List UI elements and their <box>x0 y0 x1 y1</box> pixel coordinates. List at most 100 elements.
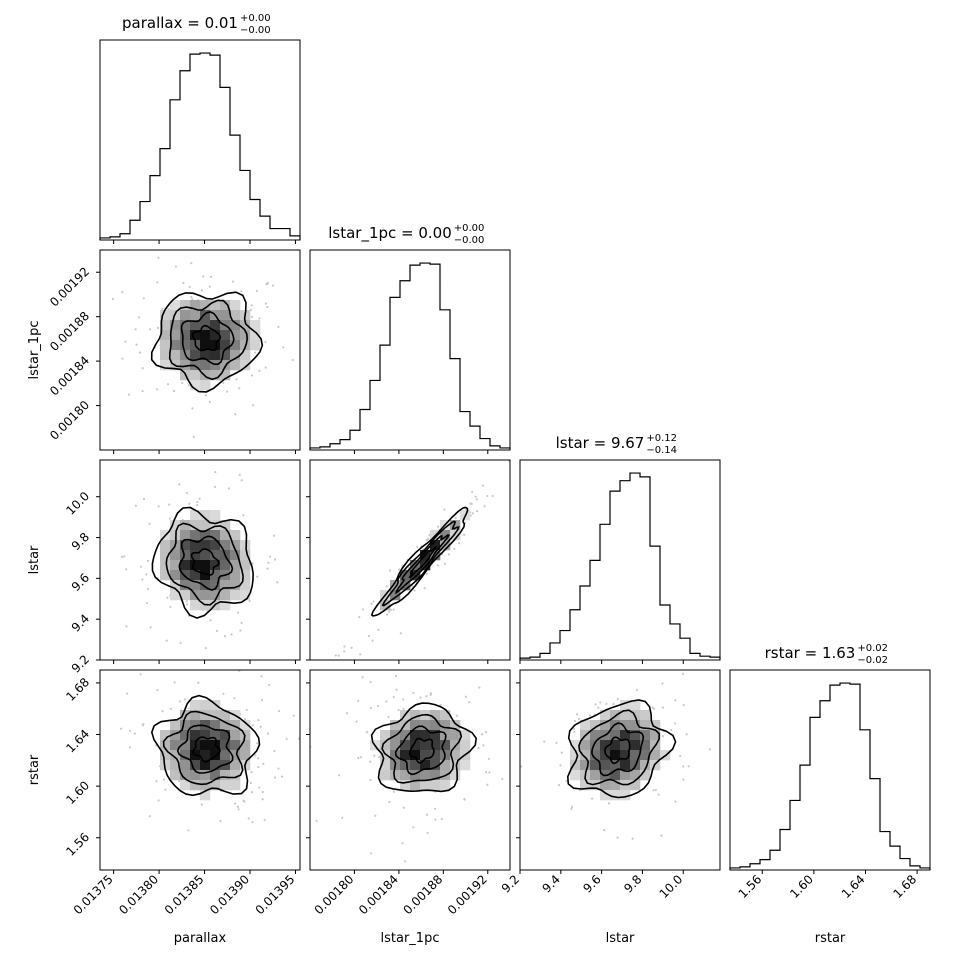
density-cell <box>200 340 211 351</box>
joint-frame <box>99 459 301 661</box>
density-cell <box>420 750 431 761</box>
scatter-point <box>178 700 181 703</box>
density-cell <box>390 580 401 591</box>
scatter-point <box>186 432 188 434</box>
density-cell <box>240 740 251 751</box>
density-cell <box>570 760 581 771</box>
scatter-point <box>139 673 142 676</box>
scatter-point <box>559 764 562 767</box>
density-cell <box>210 520 221 531</box>
density-cell <box>190 300 201 311</box>
density-cell <box>170 520 181 531</box>
scatter-point <box>370 602 373 605</box>
joint-lstar_1pc-rstar <box>309 669 511 871</box>
scatter-point <box>679 754 682 758</box>
density-cell <box>180 540 191 551</box>
scatter-point <box>334 654 337 657</box>
scatter-point <box>242 514 245 517</box>
density-cell <box>210 710 221 721</box>
contour-level <box>578 709 661 786</box>
density-cell <box>210 300 221 311</box>
density-cell <box>210 720 221 731</box>
scatter-point <box>277 709 281 713</box>
density-cell <box>620 770 631 781</box>
scatter-point <box>455 714 458 717</box>
xtick-label-lstar: 9.8 <box>621 872 644 895</box>
scatter-point <box>594 703 597 706</box>
scatter-point <box>209 275 213 278</box>
scatter-point <box>234 413 237 416</box>
density-cell <box>240 550 251 561</box>
density-cell <box>210 760 221 771</box>
density-cell <box>170 730 181 741</box>
density-cell <box>230 590 241 601</box>
scatter-point <box>385 585 388 588</box>
scatter-point <box>111 297 115 301</box>
scatter-point <box>419 696 422 699</box>
density-cell <box>440 740 451 751</box>
scatter-point <box>231 280 235 283</box>
scatter-point <box>478 686 481 689</box>
scatter-point <box>412 691 415 695</box>
scatter-point <box>234 802 237 805</box>
density-cell <box>420 560 431 571</box>
xtick-label-lstar: 9.4 <box>540 872 563 895</box>
scatter-point <box>682 703 685 707</box>
density-cell <box>190 760 201 771</box>
density-cell <box>400 740 411 751</box>
contour-level <box>370 506 469 617</box>
density-cell <box>160 320 171 331</box>
density-cell <box>200 330 211 341</box>
scatter-point <box>250 374 254 377</box>
title-lstar: lstar = 9.67 +0.12−0.14 <box>556 433 677 456</box>
scatter-point <box>485 770 488 774</box>
scatter-point <box>497 454 499 456</box>
scatter-point <box>157 256 160 259</box>
density-cell <box>590 740 601 751</box>
density-cell <box>610 740 621 751</box>
density-cell <box>630 720 641 731</box>
density-cell <box>170 740 181 751</box>
density-cell <box>220 540 231 551</box>
contour-level <box>178 535 234 591</box>
density-cell <box>450 750 461 761</box>
scatter-point <box>197 681 200 684</box>
scatter-point <box>250 771 253 774</box>
density-cell <box>160 730 171 741</box>
scatter-point <box>208 400 211 403</box>
density-cell <box>210 550 221 561</box>
scatter-point <box>439 703 442 706</box>
density-cell <box>220 740 231 751</box>
scatter-point <box>388 569 392 572</box>
density-cell <box>210 340 221 351</box>
scatter-point <box>423 587 426 590</box>
title-main-lstar_1pc: lstar_1pc = 0.00 <box>328 224 452 243</box>
density-cell <box>190 520 201 531</box>
scatter-point <box>428 533 431 536</box>
density-cell <box>210 350 221 361</box>
contour-level <box>604 736 631 765</box>
scatter-point <box>120 727 123 730</box>
scatter-point <box>440 817 443 821</box>
scatter-point <box>539 423 541 425</box>
density-cell <box>170 760 181 771</box>
density-cell <box>160 550 171 561</box>
scatter-point <box>188 502 191 505</box>
scatter-point <box>213 485 217 489</box>
scatter-point <box>169 605 172 608</box>
joint-lstar-rstar <box>519 669 721 871</box>
density-cell <box>610 750 621 761</box>
scatter-point <box>416 545 419 549</box>
contour-level <box>395 534 450 595</box>
density-cell <box>450 530 461 541</box>
scatter-point <box>223 635 227 638</box>
scatter-point <box>560 751 563 754</box>
density-cell <box>200 770 211 781</box>
scatter-point <box>616 698 619 701</box>
scatter-point <box>570 807 573 810</box>
density-cell <box>570 750 581 761</box>
joint-frame <box>519 669 721 871</box>
contour-level <box>381 713 463 784</box>
scatter-point <box>599 701 602 704</box>
scatter-point <box>163 689 165 691</box>
